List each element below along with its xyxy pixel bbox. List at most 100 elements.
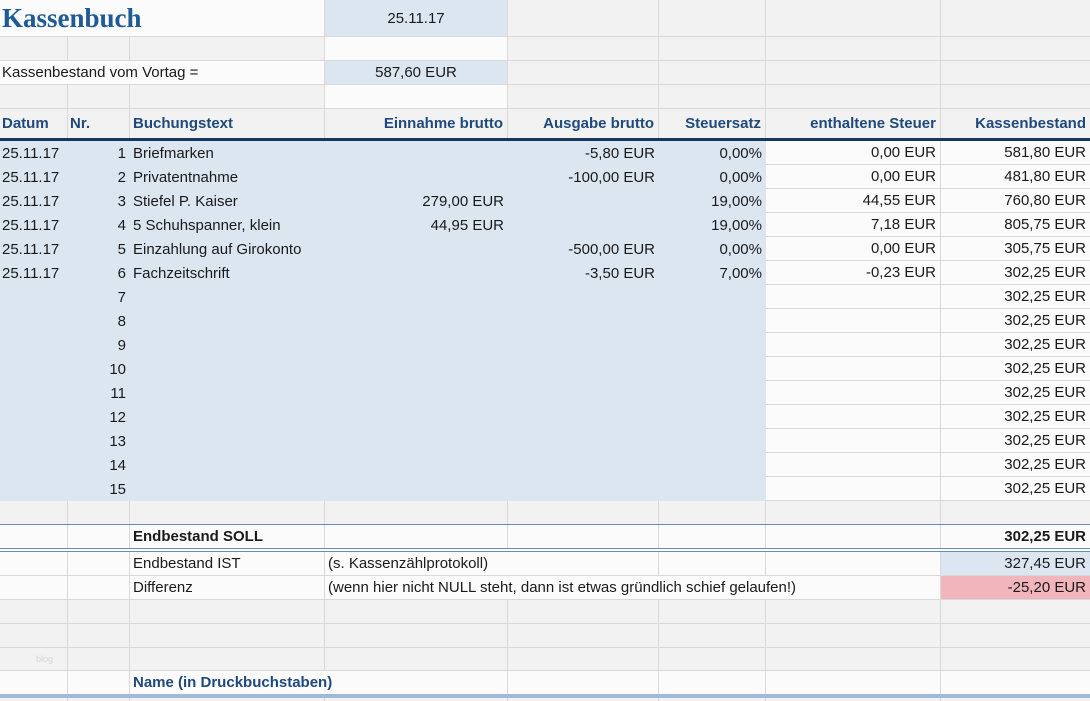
empty-cell[interactable] (659, 671, 766, 694)
empty-cell[interactable] (68, 525, 130, 548)
empty-cell[interactable] (766, 624, 941, 648)
empty-cell[interactable] (941, 0, 1090, 37)
cell-datum-r4[interactable]: 25.11.17 (0, 213, 68, 237)
cell-nr-r9[interactable]: 9 (68, 333, 130, 357)
empty-cell[interactable] (766, 671, 941, 694)
header-nr[interactable]: Nr. (68, 109, 130, 138)
header-buchungstext[interactable]: Buchungstext (130, 109, 325, 138)
cell-steuersatz-r15[interactable] (659, 477, 766, 501)
differenz-label-cell[interactable]: Differenz (130, 576, 325, 600)
cell-ausgabe-r11[interactable] (508, 381, 659, 405)
ist-value-cell[interactable]: 327,45 EUR (941, 552, 1090, 576)
cell-steuersatz-r5[interactable]: 0,00% (659, 237, 766, 261)
cell-nr-r2[interactable]: 2 (68, 165, 130, 189)
empty-cell[interactable] (325, 600, 508, 624)
cell-datum-r15[interactable] (0, 477, 68, 501)
cell-bestand-r11[interactable]: 302,25 EUR (941, 381, 1090, 405)
cell-text-r11[interactable] (130, 381, 325, 405)
empty-cell[interactable] (659, 85, 766, 109)
header-kassenbestand[interactable]: Kassenbestand (941, 109, 1090, 138)
cell-nr-r10[interactable]: 10 (68, 357, 130, 381)
empty-cell[interactable] (659, 624, 766, 648)
cell-nr-r13[interactable]: 13 (68, 429, 130, 453)
empty-cell[interactable] (941, 61, 1090, 85)
empty-cell[interactable] (659, 61, 766, 85)
cell-nr-r8[interactable]: 8 (68, 309, 130, 333)
empty-cell[interactable] (68, 576, 130, 600)
cell-nr-r5[interactable]: 5 (68, 237, 130, 261)
cell-ausgabe-r6[interactable]: -3,50 EUR (508, 261, 659, 285)
cell-steuersatz-r2[interactable]: 0,00% (659, 165, 766, 189)
differenz-note-cell[interactable]: (wenn hier nicht NULL steht, dann ist et… (325, 576, 941, 600)
empty-cell[interactable] (941, 671, 1090, 694)
empty-cell[interactable] (508, 501, 659, 524)
cell-steuer-r4[interactable]: 7,18 EUR (766, 213, 941, 237)
cell-ausgabe-r7[interactable] (508, 285, 659, 309)
empty-cell[interactable] (0, 37, 68, 61)
cell-steuersatz-r11[interactable] (659, 381, 766, 405)
empty-cell[interactable] (659, 501, 766, 524)
cell-nr-r15[interactable]: 15 (68, 477, 130, 501)
name-label-cell[interactable]: Name (in Druckbuchstaben) (130, 671, 508, 694)
differenz-value-cell[interactable]: -25,20 EUR (941, 576, 1090, 600)
cell-datum-r13[interactable] (0, 429, 68, 453)
cell-nr-r11[interactable]: 11 (68, 381, 130, 405)
cell-einnahme-r11[interactable] (325, 381, 508, 405)
cell-datum-r5[interactable]: 25.11.17 (0, 237, 68, 261)
cell-text-r15[interactable] (130, 477, 325, 501)
cell-bestand-r13[interactable]: 302,25 EUR (941, 429, 1090, 453)
cell-datum-r8[interactable] (0, 309, 68, 333)
cell-steuer-r9[interactable] (766, 333, 941, 357)
cell-steuersatz-r9[interactable] (659, 333, 766, 357)
empty-cell[interactable] (941, 624, 1090, 648)
empty-cell[interactable] (941, 85, 1090, 109)
cell-steuersatz-r14[interactable] (659, 453, 766, 477)
cell-bestand-r8[interactable]: 302,25 EUR (941, 309, 1090, 333)
empty-cell[interactable] (659, 648, 766, 671)
cell-bestand-r14[interactable]: 302,25 EUR (941, 453, 1090, 477)
empty-cell[interactable] (130, 501, 325, 524)
empty-cell[interactable] (659, 525, 766, 548)
empty-cell[interactable] (0, 501, 68, 524)
cell-text-r12[interactable] (130, 405, 325, 429)
cell-einnahme-r6[interactable] (325, 261, 508, 285)
date-cell[interactable]: 25.11.17 (325, 0, 508, 37)
cell-datum-r10[interactable] (0, 357, 68, 381)
empty-cell[interactable] (941, 648, 1090, 671)
empty-cell[interactable] (508, 0, 659, 37)
cell-bestand-r7[interactable]: 302,25 EUR (941, 285, 1090, 309)
cell-text-r8[interactable] (130, 309, 325, 333)
header-steuersatz[interactable]: Steuersatz (659, 109, 766, 138)
cell-bestand-r2[interactable]: 481,80 EUR (941, 165, 1090, 189)
cell-steuer-r1[interactable]: 0,00 EUR (766, 141, 941, 165)
cell-einnahme-r15[interactable] (325, 477, 508, 501)
empty-cell[interactable] (130, 624, 325, 648)
empty-cell[interactable] (659, 698, 766, 701)
cell-steuersatz-r12[interactable] (659, 405, 766, 429)
empty-cell[interactable] (130, 37, 325, 61)
cell-datum-r2[interactable]: 25.11.17 (0, 165, 68, 189)
title-cell[interactable]: Kassenbuch (0, 0, 325, 37)
cell-einnahme-r7[interactable] (325, 285, 508, 309)
empty-cell[interactable] (766, 600, 941, 624)
cell-bestand-r10[interactable]: 302,25 EUR (941, 357, 1090, 381)
cell-text-r3[interactable]: Stiefel P. Kaiser (130, 189, 325, 213)
cell-steuersatz-r8[interactable] (659, 309, 766, 333)
empty-cell[interactable] (508, 85, 659, 109)
header-einnahme-brutto[interactable]: Einnahme brutto (325, 109, 508, 138)
cell-nr-r14[interactable]: 14 (68, 453, 130, 477)
empty-cell[interactable] (508, 37, 659, 61)
cell-einnahme-r8[interactable] (325, 309, 508, 333)
cell-bestand-r9[interactable]: 302,25 EUR (941, 333, 1090, 357)
cell-datum-r14[interactable] (0, 453, 68, 477)
empty-cell[interactable] (325, 698, 508, 701)
cell-steuersatz-r10[interactable] (659, 357, 766, 381)
header-enthaltene-steuer[interactable]: enthaltene Steuer (766, 109, 941, 138)
empty-cell[interactable] (68, 698, 130, 701)
cell-steuersatz-r6[interactable]: 7,00% (659, 261, 766, 285)
empty-cell[interactable] (0, 85, 68, 109)
cell-ausgabe-r2[interactable]: -100,00 EUR (508, 165, 659, 189)
empty-cell[interactable] (508, 61, 659, 85)
empty-cell[interactable] (766, 698, 941, 701)
cell-steuer-r11[interactable] (766, 381, 941, 405)
